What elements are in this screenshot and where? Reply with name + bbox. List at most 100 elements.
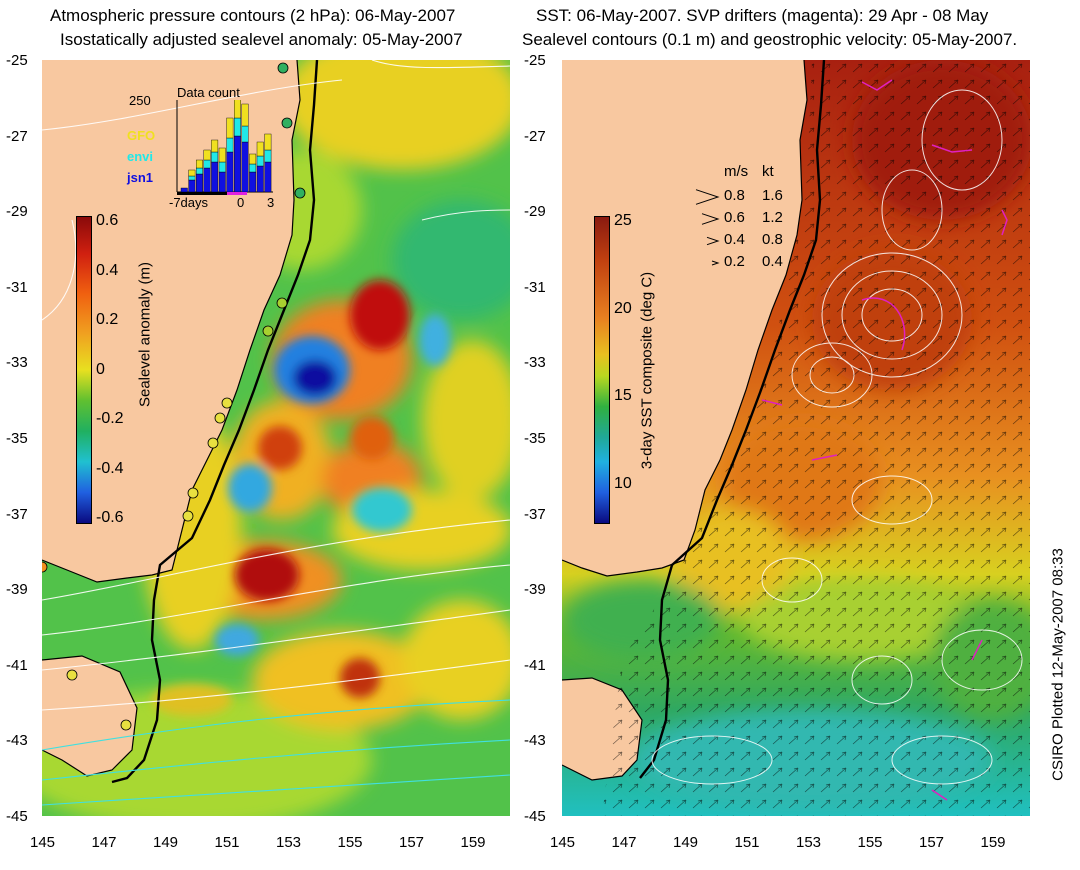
data-count-bar bbox=[226, 151, 234, 193]
speed-legend-kt: 0.4 bbox=[762, 253, 783, 270]
longitude-tick-label: 153 bbox=[796, 834, 822, 851]
right-title-line2: Sealevel contours (0.1 m) and geostrophi… bbox=[522, 30, 1018, 49]
speed-legend-kt-header: kt bbox=[762, 163, 774, 180]
latitude-tick-label: -41 bbox=[6, 656, 28, 674]
latitude-tick-label: -43 bbox=[6, 732, 28, 750]
data-count-bar bbox=[264, 149, 272, 163]
speed-legend-ms-header: m/s bbox=[724, 163, 749, 180]
data-count-bar bbox=[203, 167, 211, 193]
latitude-tick-label: -27 bbox=[6, 127, 28, 145]
sst-map bbox=[562, 60, 1030, 816]
longitude-tick-label: 155 bbox=[857, 834, 883, 851]
sealevel-colorbar-tick: -0.4 bbox=[96, 459, 124, 477]
credit-text: CSIRO Plotted 12-May-2007 08:33 bbox=[1049, 548, 1067, 781]
data-count-bar bbox=[256, 165, 264, 193]
data-count-bar bbox=[211, 139, 219, 153]
satellite-legend-item: jsn1 bbox=[127, 170, 154, 185]
data-count-bar bbox=[234, 135, 241, 193]
speed-arrow-icon bbox=[701, 213, 720, 225]
latitude-tick-label: -37 bbox=[524, 505, 546, 523]
sealevel-colorbar-tick: 0.2 bbox=[96, 311, 119, 328]
satellite-legend-item: envi bbox=[127, 149, 154, 164]
latitude-tick-label: -33 bbox=[6, 354, 28, 372]
data-count-bar bbox=[196, 167, 203, 175]
sst-colorbar-tick: 20 bbox=[614, 300, 632, 317]
data-count-bar bbox=[241, 103, 249, 127]
sealevel-colorbar bbox=[76, 216, 92, 524]
data-count-bar bbox=[180, 187, 188, 193]
sealevel-colorbar-label: Sealevel anomaly (m) bbox=[136, 261, 154, 408]
longitude-tick-label: 153 bbox=[276, 834, 302, 851]
latitude-tick-label: -27 bbox=[524, 127, 546, 145]
speed-arrow-icon bbox=[695, 189, 720, 205]
sealevel-anomaly-map bbox=[42, 60, 510, 816]
longitude-tick-label: 149 bbox=[673, 834, 699, 851]
sealevel-colorbar-tick: -0.2 bbox=[96, 410, 124, 427]
right-title-line1: SST: 06-May-2007. SVP drifters (magenta)… bbox=[536, 6, 989, 25]
speed-legend-ms: 0.6 bbox=[724, 209, 745, 226]
longitude-tick-label: 151 bbox=[214, 834, 240, 851]
data-count-bar bbox=[249, 153, 257, 165]
data-count-bar bbox=[226, 137, 234, 153]
latitude-tick-label: -31 bbox=[6, 278, 28, 296]
longitude-tick-label: 145 bbox=[550, 834, 576, 851]
latitude-tick-label: -35 bbox=[6, 430, 28, 447]
inset-x-label: 0 bbox=[237, 195, 245, 210]
latitude-tick-label: -25 bbox=[524, 52, 546, 69]
latitude-tick-label: -37 bbox=[6, 505, 28, 523]
sealevel-colorbar-tick: 0 bbox=[96, 360, 105, 378]
data-count-bar bbox=[203, 149, 211, 161]
latitude-tick-label: -39 bbox=[6, 581, 28, 599]
data-count-bar bbox=[234, 117, 241, 137]
data-count-bar bbox=[211, 161, 219, 193]
data-count-bar bbox=[188, 169, 196, 177]
sealevel-colorbar-tick: 0.4 bbox=[96, 261, 119, 279]
data-count-bar bbox=[241, 141, 249, 193]
longitude-tick-label: 151 bbox=[734, 834, 760, 851]
data-count-bar bbox=[241, 125, 249, 143]
data-count-bar bbox=[188, 175, 196, 181]
data-count-bar bbox=[218, 161, 226, 173]
data-count-title: Data count bbox=[177, 85, 240, 100]
latitude-tick-label: -35 bbox=[524, 430, 546, 447]
inset-x-label: 3 bbox=[267, 195, 275, 210]
sealevel-colorbar-tick: -0.6 bbox=[96, 509, 124, 526]
inset-x-label: -7days bbox=[169, 195, 209, 210]
latitude-tick-label: -29 bbox=[524, 203, 546, 221]
data-count-bar bbox=[203, 159, 211, 169]
speed-legend-ms: 0.8 bbox=[724, 187, 745, 204]
sst-colorbar-tick: 15 bbox=[614, 387, 632, 404]
data-count-bar bbox=[188, 179, 196, 193]
left-title-line1: Atmospheric pressure contours (2 hPa): 0… bbox=[50, 6, 456, 25]
data-count-bar bbox=[218, 147, 226, 163]
latitude-tick-label: -45 bbox=[524, 808, 546, 825]
data-count-bar bbox=[264, 133, 272, 151]
speed-legend-kt: 1.2 bbox=[762, 209, 783, 226]
data-count-bar bbox=[256, 141, 264, 157]
sst-colorbar-label: 3-day SST composite (deg C) bbox=[638, 271, 656, 470]
longitude-tick-label: 159 bbox=[460, 834, 486, 851]
latitude-tick-label: -41 bbox=[524, 656, 546, 674]
data-count-bar bbox=[196, 159, 203, 169]
data-count-bar bbox=[234, 100, 241, 119]
data-count-bar bbox=[226, 117, 234, 139]
sst-colorbar-tick: 10 bbox=[614, 475, 632, 492]
data-count-bar bbox=[196, 173, 203, 193]
longitude-tick-label: 157 bbox=[919, 834, 945, 851]
latitude-tick-label: -31 bbox=[524, 278, 546, 296]
sealevel-colorbar-tick: 0.6 bbox=[96, 212, 119, 229]
speed-arrow-icon bbox=[706, 236, 720, 246]
speed-legend-kt: 1.6 bbox=[762, 187, 783, 204]
data-count-ymax: 250 bbox=[129, 93, 151, 108]
longitude-tick-label: 159 bbox=[980, 834, 1006, 851]
speed-legend-ms: 0.4 bbox=[724, 231, 745, 248]
latitude-tick-label: -25 bbox=[6, 52, 28, 69]
latitude-tick-label: -45 bbox=[6, 808, 28, 825]
longitude-tick-label: 147 bbox=[611, 834, 637, 851]
sst-colorbar-tick: 25 bbox=[614, 212, 632, 229]
latitude-tick-label: -43 bbox=[524, 732, 546, 750]
satellite-legend: GFO envi jsn1 bbox=[127, 125, 155, 188]
data-count-bar bbox=[249, 163, 257, 173]
satellite-legend-item: GFO bbox=[127, 128, 156, 143]
latitude-tick-label: -39 bbox=[524, 581, 546, 599]
